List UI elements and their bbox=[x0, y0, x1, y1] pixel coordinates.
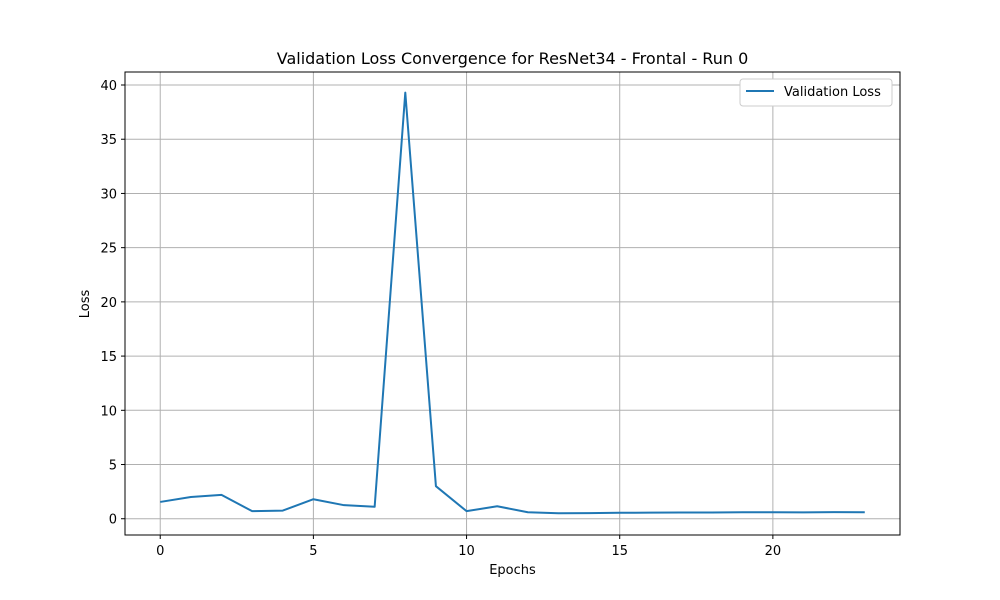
y-axis-label: Loss bbox=[78, 290, 93, 319]
y-tick-label: 10 bbox=[100, 404, 117, 419]
legend-label: Validation Loss bbox=[784, 85, 881, 100]
grid-lines bbox=[125, 72, 900, 535]
legend: Validation Loss bbox=[739, 78, 893, 107]
y-tick-label: 5 bbox=[109, 459, 117, 474]
y-tick-label: 20 bbox=[100, 296, 117, 311]
x-tick-label: 5 bbox=[309, 544, 317, 559]
y-tick-label: 25 bbox=[100, 242, 117, 257]
y-tick-label: 30 bbox=[100, 187, 117, 202]
y-tick-label: 15 bbox=[100, 350, 117, 365]
x-tick-label: 20 bbox=[765, 544, 782, 559]
y-tick-label: 35 bbox=[100, 133, 117, 148]
legend-box bbox=[739, 78, 893, 107]
plot-frame bbox=[124, 71, 901, 536]
series-layer bbox=[160, 91, 865, 515]
y-ticks: 0 5 10 15 20 25 30 35 40 bbox=[100, 79, 125, 528]
x-tick-label: 10 bbox=[458, 544, 475, 559]
chart-title: Validation Loss Convergence for ResNet34… bbox=[277, 49, 749, 68]
series-line-validation-loss bbox=[160, 91, 865, 515]
x-tick-label: 15 bbox=[611, 544, 628, 559]
x-ticks: 0 5 10 15 20 bbox=[156, 535, 781, 559]
x-axis-label: Epochs bbox=[489, 563, 536, 578]
y-tick-label: 0 bbox=[109, 513, 117, 528]
y-tick-label: 40 bbox=[100, 79, 117, 94]
x-tick-label: 0 bbox=[156, 544, 164, 559]
